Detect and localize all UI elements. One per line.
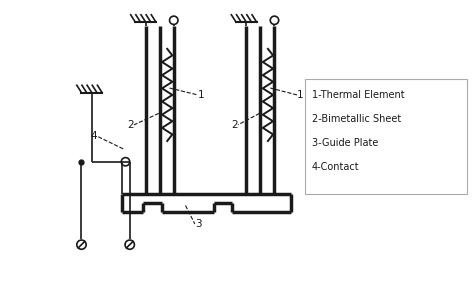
Text: 1-Thermal Element: 1-Thermal Element — [312, 90, 405, 100]
Text: 3-Guide Plate: 3-Guide Plate — [312, 138, 378, 148]
Text: 1: 1 — [297, 90, 303, 100]
Bar — [305, 79, 466, 194]
Circle shape — [125, 240, 135, 249]
Text: 2-Bimetallic Sheet: 2-Bimetallic Sheet — [312, 114, 401, 124]
Text: 2: 2 — [128, 120, 134, 130]
Text: 4-Contact: 4-Contact — [312, 162, 360, 172]
Text: 3: 3 — [195, 219, 201, 229]
Text: 1: 1 — [198, 90, 204, 100]
Text: 4: 4 — [91, 131, 97, 141]
Text: 2: 2 — [231, 120, 238, 130]
Circle shape — [77, 240, 86, 249]
